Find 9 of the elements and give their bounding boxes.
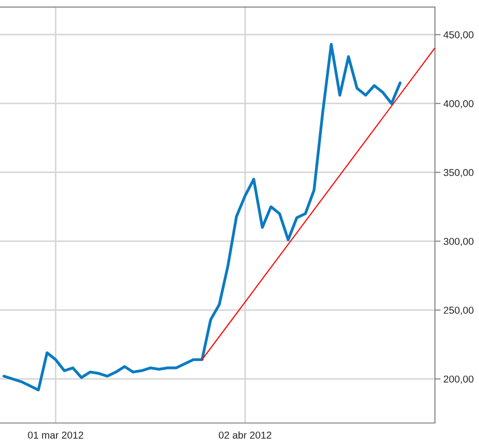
y-tick-label: 300,00 bbox=[444, 238, 474, 246]
y-tick-label: 250,00 bbox=[444, 306, 474, 315]
y-tick-label: 450,00 bbox=[443, 31, 474, 40]
y-tick-label: 350,00 bbox=[444, 168, 474, 178]
x-tick-label: 01 mar 2012 bbox=[28, 432, 84, 439]
x-tick-label: 02 abr 2012 bbox=[218, 431, 272, 439]
y-tick-label: 400,00 bbox=[443, 100, 474, 108]
y-tick-label: 200,00 bbox=[444, 376, 474, 384]
line-series bbox=[2, 42, 402, 392]
